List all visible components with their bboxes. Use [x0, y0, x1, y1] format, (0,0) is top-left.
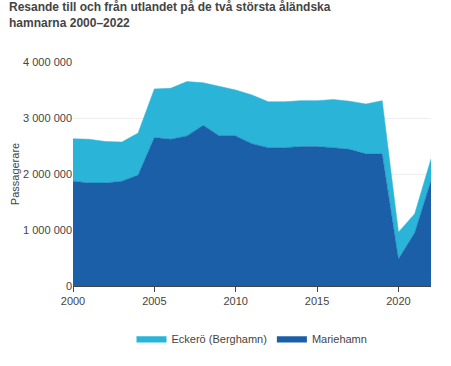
svg-text:2 000 000: 2 000 000	[23, 168, 72, 180]
svg-text:3 000 000: 3 000 000	[23, 112, 72, 124]
svg-text:2020: 2020	[386, 295, 410, 307]
svg-text:Resande till och från utlandet: Resande till och från utlandet på de två…	[9, 0, 331, 30]
svg-text:Passagerare: Passagerare	[9, 143, 21, 205]
svg-text:2000: 2000	[61, 295, 85, 307]
svg-text:2005: 2005	[142, 295, 166, 307]
svg-text:4 000 000: 4 000 000	[23, 56, 72, 68]
svg-text:0: 0	[66, 280, 72, 292]
svg-text:2010: 2010	[223, 295, 247, 307]
svg-text:Eckerö (Berghamn): Eckerö (Berghamn)	[172, 333, 267, 345]
svg-text:Mariehamn: Mariehamn	[312, 333, 367, 345]
svg-text:2015: 2015	[305, 295, 329, 307]
svg-text:1 000 000: 1 000 000	[23, 224, 72, 236]
